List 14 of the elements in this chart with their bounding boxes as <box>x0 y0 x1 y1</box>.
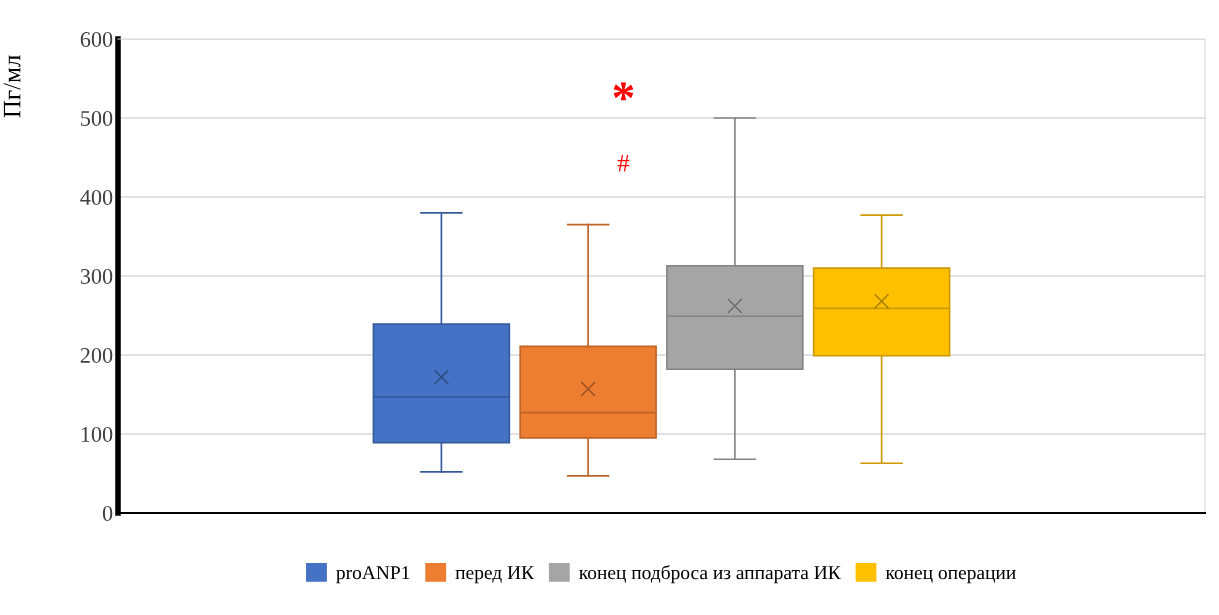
y-tick-label: 0 <box>102 505 113 521</box>
y-tick-label: 200 <box>80 347 113 363</box>
y-tick-label: 400 <box>80 189 113 205</box>
y-tick-label: 100 <box>81 426 113 442</box>
y-axis-title: Пг/мл <box>3 55 21 118</box>
legend-label: перед ИК <box>455 566 535 584</box>
legend-label: proANP1 <box>336 566 410 584</box>
annotation: * <box>613 82 634 101</box>
legend-label: конец подброса из аппарата ИК <box>579 565 841 584</box>
annotation: # <box>617 155 630 172</box>
y-tick-label: 300 <box>80 268 113 284</box>
y-tick-label: 500 <box>81 110 113 126</box>
legend-label: конец операции <box>885 569 1016 584</box>
y-tick-label: 600 <box>80 31 113 47</box>
